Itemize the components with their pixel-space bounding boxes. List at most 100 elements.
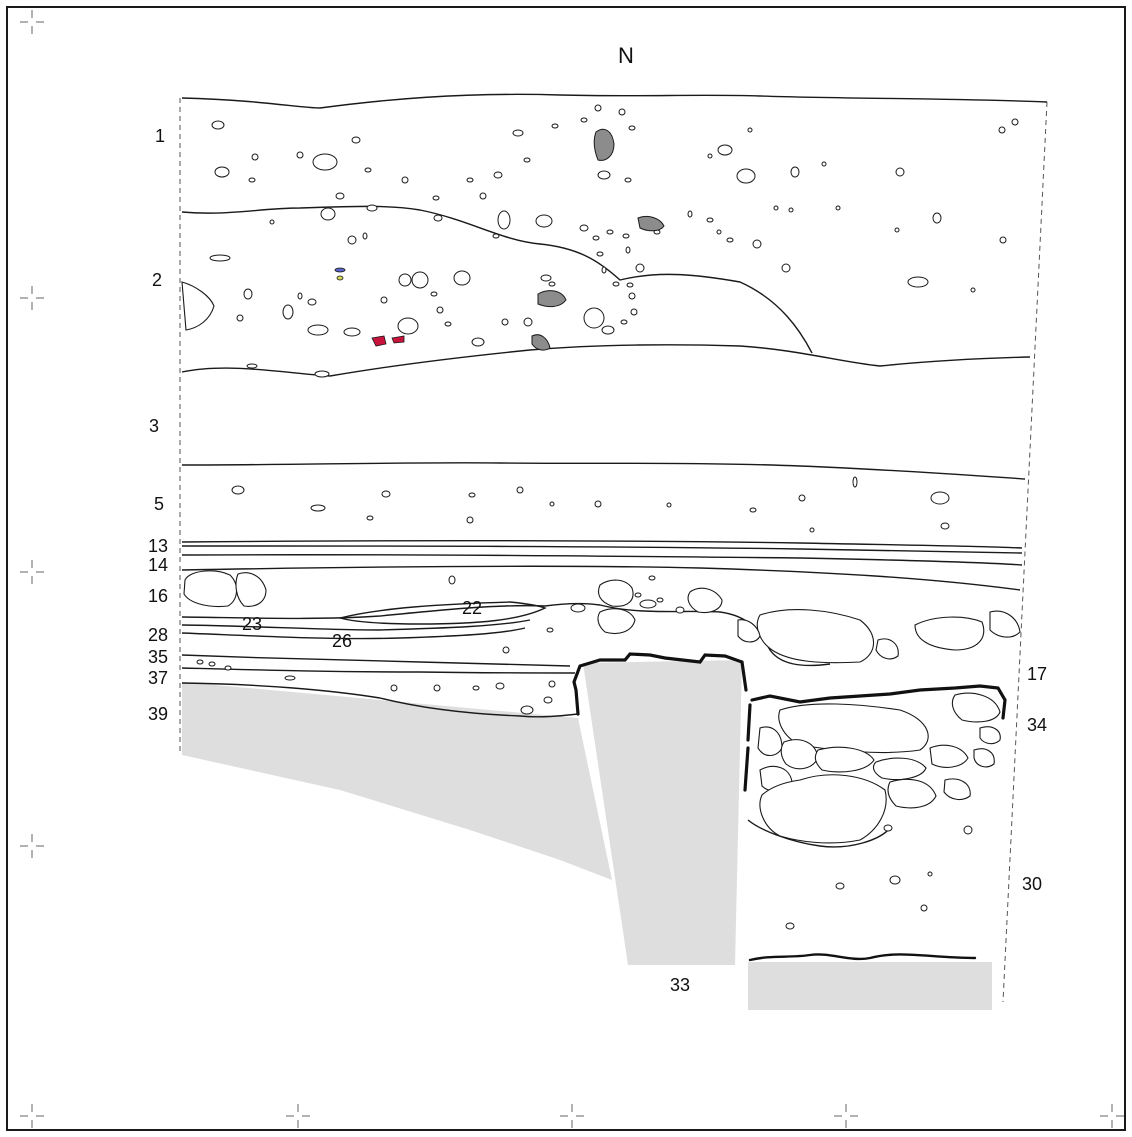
stone: [612, 281, 620, 287]
layer-labels: N 1 2 3 5 13 14 16 23 22 26 28 35 37 39 …: [148, 43, 1047, 995]
stone: [211, 120, 225, 130]
stone: [296, 151, 304, 159]
layer-5-13-boundary: [181, 539, 1023, 549]
stone: [726, 237, 734, 243]
stone: [401, 176, 409, 184]
crosshair-marker: [1100, 1104, 1124, 1128]
layer-label-33: 33: [670, 975, 690, 995]
layer-3-5-boundary: [181, 462, 1026, 480]
stone: [430, 291, 438, 297]
stone: [284, 675, 296, 681]
stone: [466, 177, 474, 183]
stone: [707, 153, 713, 159]
stone: [648, 575, 656, 581]
feature-33-fill: [583, 660, 742, 965]
layer-label-28: 28: [148, 625, 168, 645]
stone: [622, 233, 630, 239]
stone: [970, 287, 976, 293]
stone: [433, 214, 443, 222]
stone: [749, 507, 757, 513]
stone: [624, 177, 632, 183]
stone: [626, 282, 634, 288]
stone: [634, 592, 642, 598]
stone-34-b: [951, 692, 1001, 723]
floor-line-base: [748, 953, 977, 962]
layer-28-35-boundary: [181, 654, 571, 667]
stone-16-a: [183, 570, 238, 608]
stone: [436, 306, 444, 314]
find-red-2: [391, 335, 405, 344]
stone: [894, 227, 900, 233]
stone: [656, 597, 664, 603]
stone: [835, 882, 845, 890]
layer-label-22: 22: [462, 598, 482, 618]
layer-label-3: 3: [149, 416, 159, 436]
wall-outlines: [572, 652, 1007, 962]
crosshair-marker: [20, 1104, 44, 1128]
wall-34-top: [750, 684, 1007, 720]
stone-rubble-8: [875, 638, 899, 660]
stone-rubble-4: [756, 609, 875, 664]
stone: [231, 485, 245, 495]
stone: [495, 682, 505, 690]
stone: [618, 108, 626, 116]
layer-label-37: 37: [148, 668, 168, 688]
stone: [666, 502, 672, 508]
right-edge: [1002, 101, 1048, 1003]
stone: [785, 922, 795, 930]
stone: [821, 161, 827, 167]
stone: [628, 292, 636, 300]
stone: [809, 527, 815, 533]
layer-label-34: 34: [1027, 715, 1047, 735]
layer-1-2-boundary: [181, 205, 813, 354]
stone: [551, 123, 559, 129]
crosshair-marker: [286, 1104, 310, 1128]
stone: [493, 171, 503, 179]
stone: [381, 490, 391, 498]
stone: [466, 516, 474, 524]
layer-22-lens: [339, 601, 547, 625]
stone: [310, 504, 326, 512]
stone: [594, 500, 602, 508]
stone: [852, 476, 858, 488]
find-yellow: [336, 275, 344, 281]
layer-label-39: 39: [148, 704, 168, 724]
crosshair-marker: [20, 560, 44, 584]
layer-label-23: 23: [242, 614, 262, 634]
stone: [297, 292, 303, 300]
stone: [579, 224, 589, 232]
wall-34-side-a: [746, 703, 752, 742]
stone: [940, 522, 950, 530]
layer-label-35: 35: [148, 647, 168, 667]
finds: [334, 267, 405, 347]
stone: [747, 127, 753, 133]
stone-rubble-6: [737, 619, 761, 643]
stone: [597, 170, 611, 180]
stone: [364, 167, 372, 173]
stone: [224, 665, 232, 671]
stone-rubble-5: [914, 616, 985, 651]
stone: [479, 192, 487, 200]
layer-13-14-boundary-a: [181, 545, 1023, 554]
stone: [282, 304, 294, 320]
stone: [773, 205, 779, 211]
stone: [366, 515, 374, 521]
stone: [781, 263, 791, 273]
top-surface-line: [181, 93, 1048, 109]
stone: [546, 627, 554, 633]
stone: [620, 319, 628, 325]
stone: [497, 210, 511, 230]
stone: [895, 167, 905, 177]
stone: [583, 307, 605, 329]
stone: [312, 153, 338, 171]
stone: [307, 298, 317, 306]
stone: [601, 266, 607, 274]
layer-39-fill: [182, 682, 612, 880]
stone: [548, 281, 556, 287]
stone-16-b: [235, 572, 267, 607]
section-edges: [179, 98, 1048, 1003]
gray-fills: [182, 660, 992, 1010]
stone: [248, 177, 256, 183]
stone: [214, 166, 230, 178]
